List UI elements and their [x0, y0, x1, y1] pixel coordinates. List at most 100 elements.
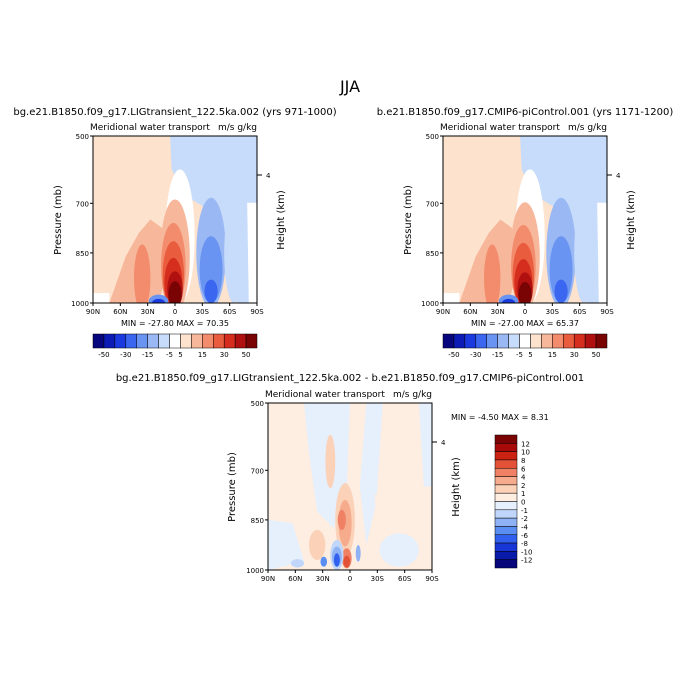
colorbar-swatch: [147, 333, 159, 349]
colorbar-swatch: [541, 333, 553, 349]
colorbar-swatch: [202, 333, 214, 349]
colorbar-label: -12: [521, 557, 532, 565]
x-tick-label: 30N: [316, 575, 330, 583]
contour-fill: [320, 556, 328, 567]
x-tick-label: 30S: [371, 575, 385, 583]
colorbar-swatch: [223, 333, 236, 349]
panel-pi-y2label: Height (km): [626, 190, 637, 250]
colorbar-swatch: [453, 333, 466, 349]
colorbar-swatch: [563, 333, 575, 349]
colorbar-label: 2: [521, 482, 525, 490]
y-tick-label: 1000: [246, 567, 264, 575]
colorbar-swatch: [494, 542, 518, 552]
contour-fill: [597, 202, 607, 303]
contour-fill: [379, 533, 419, 567]
colorbar-swatch: [180, 333, 192, 349]
contour-fill: [309, 529, 326, 560]
colorbar-swatch: [494, 501, 518, 511]
colorbar-label: -5: [516, 351, 523, 359]
contour-fill: [518, 281, 532, 303]
panel-diff-ylabel: Pressure (mb): [227, 452, 238, 522]
y-tick-label: 500: [76, 133, 89, 141]
x-tick-label: 0: [523, 308, 527, 316]
contour-fill: [290, 559, 305, 568]
colorbar-swatch: [595, 333, 608, 349]
panel-pi-colorbar: -50 -30 -15 -5 5 15 30 50: [442, 333, 608, 359]
panel-lig-minmax: MIN = -27.80 MAX = 70.35: [121, 319, 229, 328]
colorbar-label: 4: [521, 474, 526, 482]
colorbar-swatch: [494, 451, 518, 461]
x-tick-label: 60S: [573, 308, 587, 316]
panel-lig-ylabel: Pressure (mb): [53, 185, 64, 255]
colorbar-label: -15: [492, 351, 503, 359]
colorbar-label: 50: [242, 351, 251, 359]
x-tick-label: 30N: [141, 308, 155, 316]
panel-diff-y2label: Height (km): [451, 457, 462, 517]
contour-fill: [168, 281, 182, 303]
contour-fill: [333, 553, 340, 567]
colorbar-swatch: [169, 333, 181, 349]
contour-fill: [204, 279, 218, 303]
x-tick-label: 90N: [261, 575, 275, 583]
contour-fill: [343, 555, 350, 568]
panel-lig-field: [93, 136, 257, 303]
colorbar-label: -5: [166, 351, 173, 359]
colorbar-swatch: [494, 468, 518, 477]
colorbar-swatch: [494, 476, 518, 486]
y-tick-label: 850: [76, 250, 89, 258]
panel-lig-colorbar: -50 -30 -15 -5 5 15 30 50: [92, 333, 258, 359]
colorbar-label: 1: [521, 490, 525, 498]
panel-diff-yticks: 500 700 850 1000: [246, 400, 268, 575]
contour-fill: [268, 519, 305, 570]
x-tick-label: 90N: [86, 308, 100, 316]
contour-fill: [325, 434, 336, 489]
panel-diff-field: [268, 403, 432, 570]
panel-lig-subtitle: Meridional water transport: [90, 123, 210, 133]
x-tick-label: 90S: [425, 575, 439, 583]
colorbar-swatch: [508, 333, 520, 349]
colorbar-swatch: [552, 333, 564, 349]
figure-title: JJA: [339, 77, 360, 96]
panel-diff-y2tick-label: 4: [441, 439, 446, 447]
contour-fill: [93, 292, 110, 303]
colorbar-swatch: [125, 333, 137, 349]
panel-diff-minmax: MIN = -4.50 MAX = 8.31: [451, 413, 549, 422]
colorbar-swatch: [442, 333, 455, 349]
y-tick-label: 850: [251, 517, 264, 525]
colorbar-swatch: [494, 509, 518, 519]
colorbar-label: -6: [521, 532, 529, 540]
colorbar-swatch: [245, 333, 258, 349]
contour-fill: [484, 244, 501, 303]
colorbar-label: -30: [470, 351, 481, 359]
x-tick-label: 0: [348, 575, 352, 583]
colorbar-label: -15: [142, 351, 153, 359]
panel-pi-minmax: MIN = -27.00 MAX = 65.37: [471, 319, 579, 328]
contour-fill: [574, 202, 594, 303]
colorbar-label: 50: [592, 351, 601, 359]
contour-fill: [443, 292, 460, 303]
colorbar-label: 15: [198, 351, 207, 359]
x-tick-label: 90N: [436, 308, 450, 316]
colorbar-swatch: [103, 333, 116, 349]
colorbar-swatch: [497, 333, 509, 349]
contour-fill: [152, 298, 166, 303]
colorbar-swatch: [158, 333, 170, 349]
colorbar-swatch: [494, 434, 518, 444]
x-tick-label: 0: [173, 308, 177, 316]
contour-fill: [337, 509, 346, 530]
colorbar-swatch: [494, 526, 518, 535]
colorbar-label: 0: [521, 499, 525, 507]
x-tick-label: 30S: [546, 308, 560, 316]
colorbar-swatch: [494, 443, 518, 452]
panel-diff-xticks: 90N 60N 30N 0 30S 60S 90S: [261, 570, 439, 583]
colorbar-label: -4: [521, 523, 529, 531]
colorbar-swatch: [475, 333, 487, 349]
colorbar-label: -2: [521, 515, 528, 523]
panel-lig: bg.e21.B1850.f09_g17.LIGtransient_122.5k…: [13, 107, 336, 359]
colorbar-label: -50: [98, 351, 109, 359]
colorbar-swatch: [494, 517, 518, 527]
colorbar-swatch: [213, 333, 225, 349]
panel-pi-subtitle: Meridional water transport: [440, 123, 560, 133]
